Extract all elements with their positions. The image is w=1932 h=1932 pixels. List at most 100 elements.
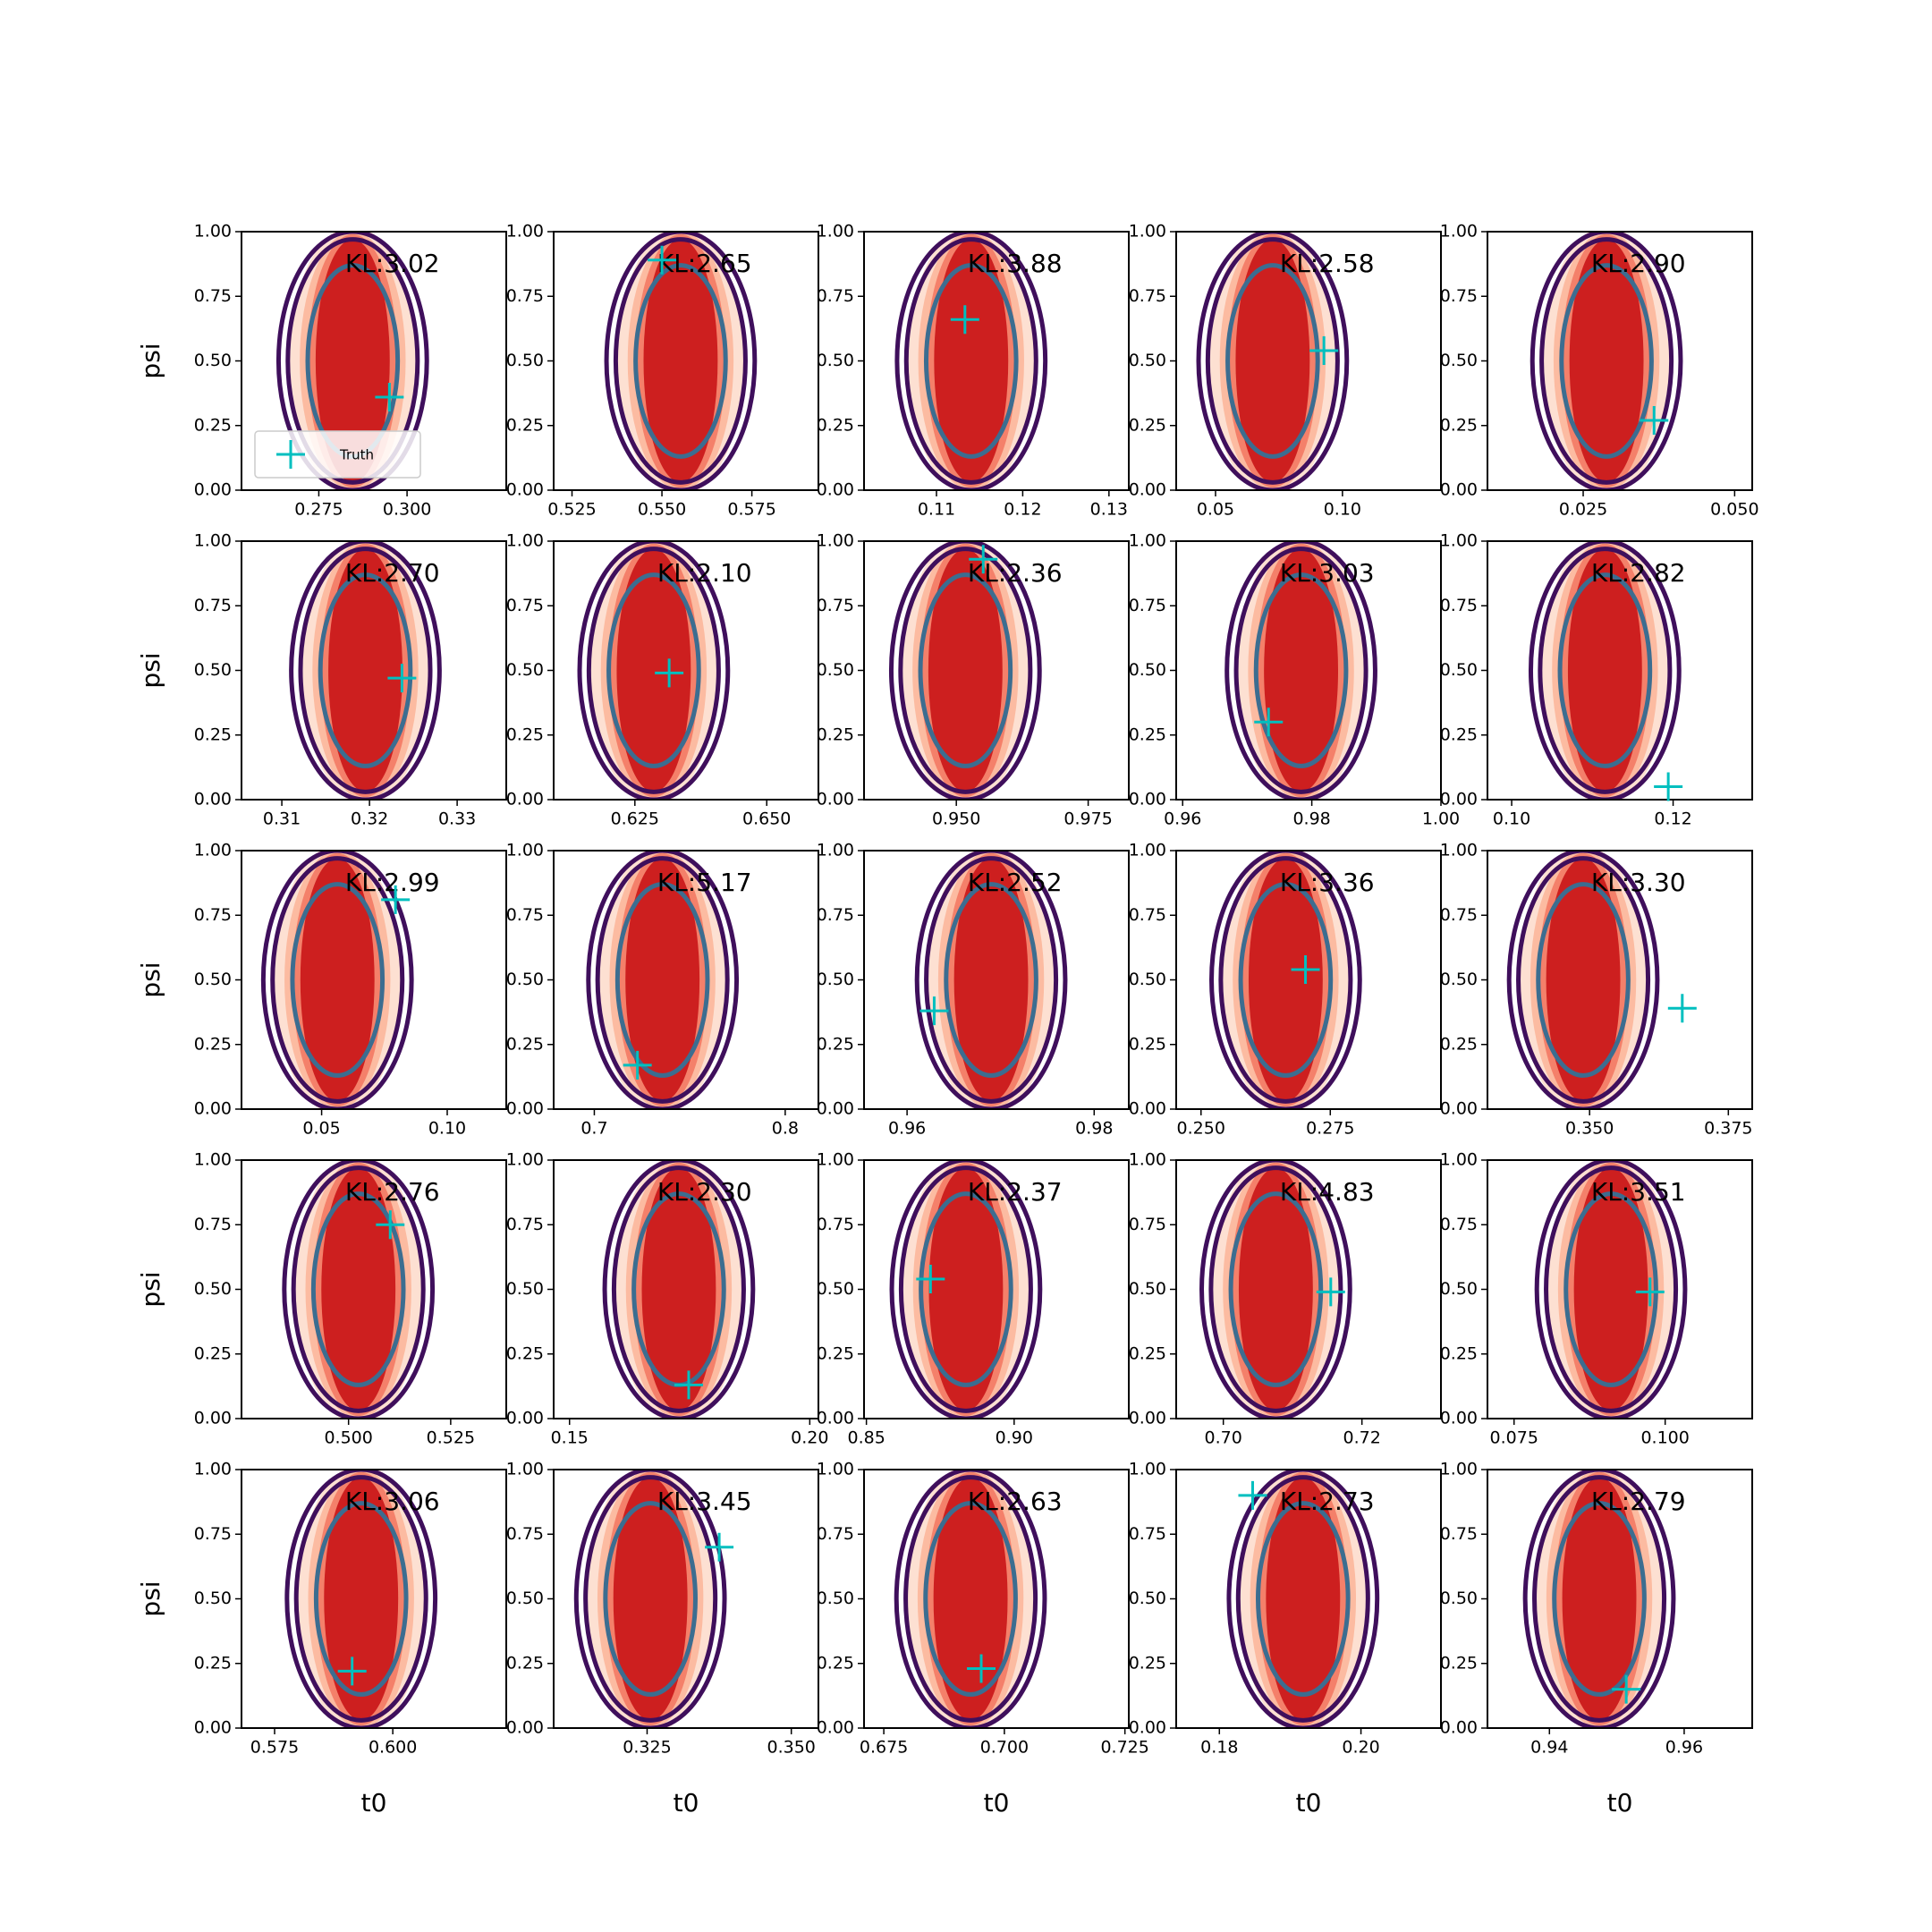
- y-tick-label: 0.25: [1440, 724, 1478, 744]
- density-contour: [1209, 851, 1362, 1109]
- density-contour: [1253, 572, 1349, 768]
- y-tick-label: 0.50: [194, 351, 232, 370]
- density-contour: [918, 572, 1013, 768]
- y-tick-label: 0.00: [506, 480, 544, 500]
- y-axis-label: psi: [136, 1271, 165, 1307]
- y-tick-label: 0.00: [194, 790, 232, 809]
- x-tick-label: 0.12: [1654, 809, 1691, 829]
- density-contour: [1238, 882, 1334, 1078]
- y-tick-label: 0.25: [1129, 1034, 1166, 1054]
- x-tick-label: 1.00: [1422, 809, 1460, 829]
- x-tick-label: 0.300: [383, 500, 431, 520]
- subplot: 0.00 0.25 0.50 0.75 1.00 0.525 0.550 0.575 KL:2.…: [506, 222, 819, 520]
- density-contour: [577, 541, 731, 800]
- kl-annotation: KL:2.58: [1280, 249, 1375, 278]
- x-tick-label: 0.94: [1530, 1738, 1568, 1758]
- x-tick-label: 0.20: [1342, 1738, 1379, 1758]
- truth-marker: [916, 1264, 945, 1293]
- y-tick-label: 0.25: [1440, 415, 1478, 435]
- y-tick-label: 0.75: [506, 1524, 544, 1544]
- y-tick-label: 0.25: [1129, 724, 1166, 744]
- subplot: 0.00 0.25 0.50 0.75 1.00 0.325 0.350 KL:3.45 t0: [506, 1460, 819, 1818]
- density-contour: [1199, 1160, 1352, 1419]
- truth-marker: [337, 1657, 367, 1686]
- x-tick-label: 0.600: [369, 1738, 417, 1758]
- density-contour: [275, 232, 429, 490]
- truth-marker: [1316, 1277, 1345, 1307]
- y-tick-label: 0.25: [1129, 1343, 1166, 1363]
- y-tick-label: 0.25: [506, 1343, 544, 1363]
- y-tick-label: 0.00: [817, 480, 854, 500]
- y-tick-label: 0.00: [506, 1409, 544, 1428]
- density-fill: [315, 239, 390, 483]
- legend-box: [254, 430, 421, 479]
- truth-marker: [1654, 772, 1683, 801]
- x-tick-label: 0.275: [1306, 1119, 1354, 1139]
- y-tick-label: 0.25: [817, 724, 854, 744]
- y-tick-label: 0.75: [1440, 596, 1478, 615]
- density-fill: [1562, 1477, 1637, 1721]
- subplot: 0.00 0.25 0.50 0.75 1.00 0.10 0.12 KL:2.82: [1440, 531, 1753, 829]
- y-tick-label: 1.00: [1129, 841, 1166, 860]
- subplot: 0.00 0.25 0.50 0.75 1.00 0.96 0.98 1.00 KL:3.03: [1129, 531, 1460, 829]
- density-contour: [894, 1470, 1047, 1728]
- truth-marker: [1291, 954, 1320, 984]
- density-fill: [1569, 239, 1644, 483]
- density-contour: [1536, 882, 1631, 1078]
- y-tick-label: 1.00: [1440, 222, 1478, 242]
- x-tick-label: 0.075: [1490, 1428, 1538, 1448]
- density-contour: [1196, 232, 1350, 490]
- density-contours: [289, 541, 442, 800]
- y-tick-label: 1.00: [817, 222, 854, 242]
- y-tick-label: 1.00: [1440, 1460, 1478, 1479]
- y-tick-label: 1.00: [1440, 1150, 1478, 1170]
- y-tick-label: 0.25: [1129, 415, 1166, 435]
- y-tick-label: 0.75: [194, 905, 232, 925]
- truth-marker: [376, 1210, 405, 1240]
- density-fill: [613, 1477, 688, 1721]
- x-tick-label: 0.12: [1004, 500, 1041, 520]
- density-contour: [270, 856, 405, 1104]
- density-contour: [924, 856, 1059, 1104]
- y-tick-label: 0.50: [194, 970, 232, 989]
- y-axis-label: psi: [136, 652, 165, 688]
- density-contour: [1218, 856, 1353, 1104]
- y-tick-label: 0.75: [817, 286, 854, 306]
- y-tick-label: 0.00: [1129, 1718, 1166, 1738]
- y-tick-label: 0.00: [194, 1409, 232, 1428]
- x-tick-label: 0.725: [1100, 1738, 1148, 1758]
- legend-marker: [276, 440, 305, 469]
- density-contour: [293, 1475, 428, 1723]
- x-tick-label: 0.20: [791, 1428, 828, 1448]
- density-contour: [586, 851, 740, 1109]
- x-tick-label: 0.350: [1565, 1119, 1614, 1139]
- density-contours: [1506, 851, 1660, 1109]
- density-contours: [586, 851, 740, 1109]
- x-tick-label: 0.675: [860, 1738, 908, 1758]
- density-contour: [604, 232, 758, 490]
- x-tick-label: 0.15: [551, 1428, 589, 1448]
- density-contour: [298, 547, 433, 794]
- y-tick-label: 0.25: [817, 415, 854, 435]
- y-tick-label: 1.00: [506, 841, 544, 860]
- density-fill: [328, 548, 402, 792]
- truth-marker: [1309, 335, 1339, 365]
- x-tick-label: 0.700: [980, 1738, 1029, 1758]
- truth-marker: [705, 1532, 734, 1562]
- y-tick-label: 0.75: [817, 596, 854, 615]
- x-tick-label: 0.96: [1164, 809, 1201, 829]
- y-tick-label: 1.00: [817, 1460, 854, 1479]
- density-contour: [898, 1165, 1033, 1413]
- y-tick-label: 0.75: [194, 1524, 232, 1544]
- density-fill: [324, 1477, 399, 1721]
- y-tick-label: 0.75: [1440, 1215, 1478, 1234]
- x-tick-label: 0.525: [427, 1428, 475, 1448]
- x-tick-label: 0.05: [1197, 500, 1234, 520]
- density-fill: [1546, 858, 1621, 1102]
- density-fill: [1248, 858, 1323, 1102]
- density-contour: [290, 882, 386, 1078]
- y-tick-label: 0.75: [1440, 286, 1478, 306]
- density-fill: [1264, 548, 1339, 792]
- y-tick-label: 0.00: [817, 1409, 854, 1428]
- kl-annotation: KL:2.37: [968, 1177, 1063, 1207]
